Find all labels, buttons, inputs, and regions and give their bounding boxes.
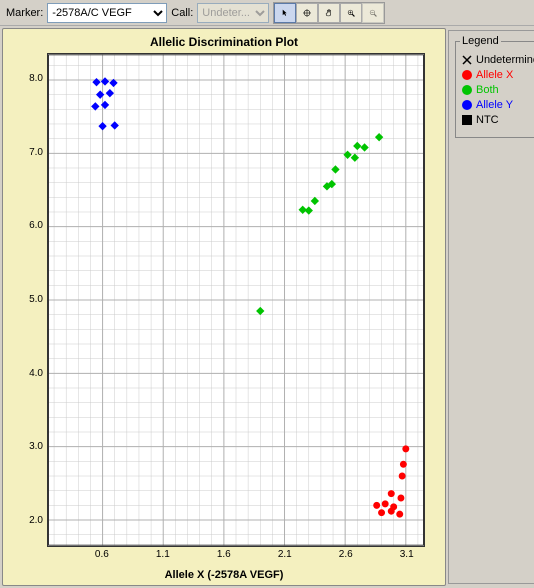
zoom-out-icon (362, 3, 384, 23)
legend-item: Allele X (462, 69, 534, 81)
y-tick-label: 5.0 (21, 294, 43, 305)
y-tick-label: 4.0 (21, 368, 43, 379)
pointer-icon[interactable] (274, 3, 296, 23)
data-point[interactable] (388, 508, 394, 514)
call-label: Call: (171, 7, 193, 19)
x-tick-label: 2.1 (275, 549, 295, 560)
plot-area: Allelic Discrimination Plot Allele Y (-2… (2, 28, 446, 586)
legend-label: Allele X (476, 69, 513, 81)
y-tick-label: 8.0 (21, 73, 43, 84)
legend-label: Allele Y (476, 99, 513, 111)
call-select: Undeter... (197, 3, 269, 23)
legend-label: NTC (476, 114, 499, 126)
marker-label: Marker: (6, 7, 43, 19)
data-point[interactable] (397, 511, 403, 517)
toolbar: Marker: -2578A/C VEGF Call: Undeter... (0, 0, 534, 26)
y-tick-label: 6.0 (21, 220, 43, 231)
data-point[interactable] (379, 510, 385, 516)
data-point[interactable] (382, 501, 388, 507)
legend-label: Both (476, 84, 499, 96)
data-point[interactable] (399, 473, 405, 479)
data-point[interactable] (398, 495, 404, 501)
legend-item: NTC (462, 114, 534, 126)
x-axis-label: Allele X (-2578A VEGF) (165, 569, 284, 581)
data-point[interactable] (403, 446, 409, 452)
x-tick-label: 2.6 (336, 549, 356, 560)
hand-icon[interactable] (318, 3, 340, 23)
content: Allelic Discrimination Plot Allele Y (-2… (0, 26, 534, 588)
x-tick-label: 1.6 (214, 549, 234, 560)
zoom-in-icon[interactable] (340, 3, 362, 23)
legend-label: Undetermined (476, 54, 534, 66)
y-tick-label: 7.0 (21, 147, 43, 158)
scatter-plot[interactable] (47, 53, 425, 547)
chart-title: Allelic Discrimination Plot (3, 29, 445, 51)
legend-title: Legend (460, 35, 501, 47)
tool-group (273, 2, 385, 24)
legend-fieldset: Legend Undetermined Allele X Both Allele Y N… (455, 35, 534, 138)
crosshair-icon[interactable] (296, 3, 318, 23)
data-point[interactable] (374, 502, 380, 508)
y-tick-label: 2.0 (21, 515, 43, 526)
x-tick-label: 1.1 (153, 549, 173, 560)
legend-item: Undetermined (462, 54, 534, 66)
marker-select[interactable]: -2578A/C VEGF (47, 3, 167, 23)
data-point[interactable] (400, 461, 406, 467)
x-tick-label: 3.1 (397, 549, 417, 560)
data-point[interactable] (388, 491, 394, 497)
x-tick-label: 0.6 (92, 549, 112, 560)
legend-item: Allele Y (462, 99, 534, 111)
legend-panel: Legend Undetermined Allele X Both Allele Y N… (448, 30, 534, 584)
y-tick-label: 3.0 (21, 441, 43, 452)
legend-item: Both (462, 84, 534, 96)
